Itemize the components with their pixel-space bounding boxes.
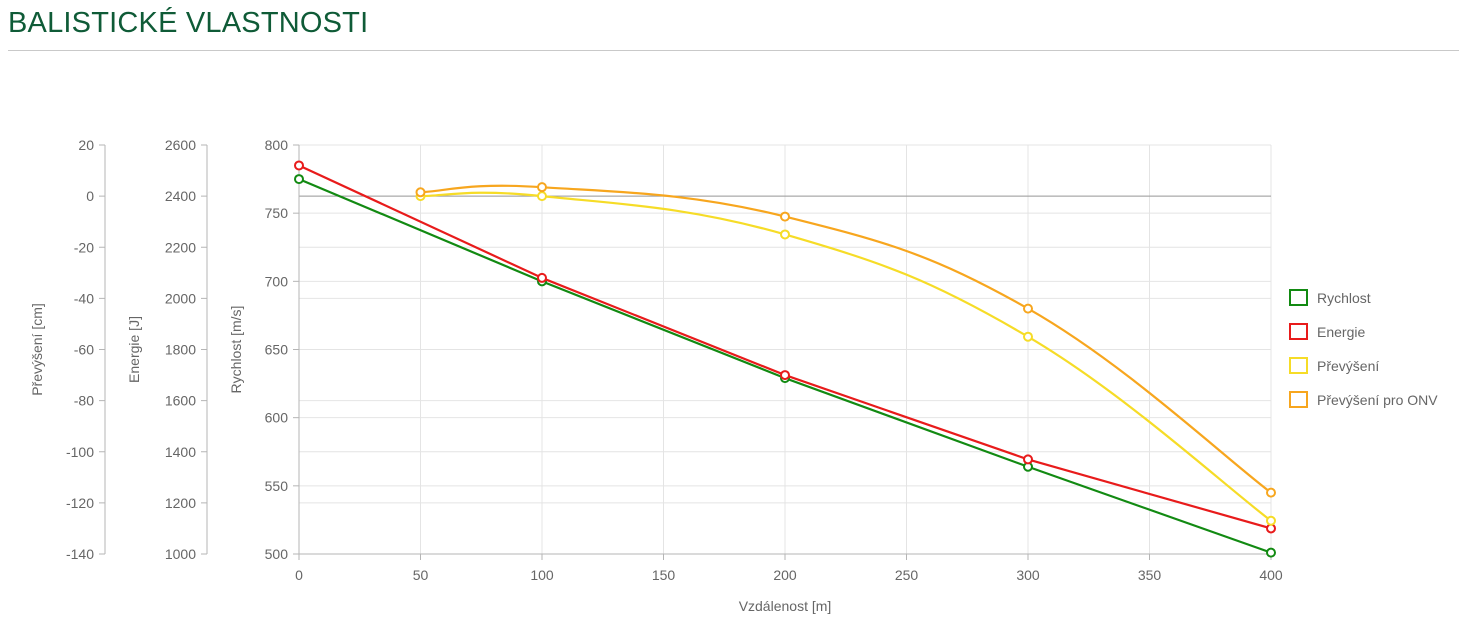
y-tick-label: 800 [265,137,289,153]
y-tick-label: 500 [265,546,289,562]
chart-grid [299,144,1272,554]
data-point-prevyseni-pro-onv [1266,487,1276,498]
y-tick-label: 0 [86,188,94,204]
page-title: BALISTICKÉ VLASTNOSTI [8,7,369,39]
data-point-prevyseni-pro-onv [1023,303,1033,314]
series-energie [294,160,1276,534]
legend-item-energie: Energie [1289,323,1365,340]
x-tick-label: 100 [530,567,554,583]
y-tick-label: 600 [265,410,289,426]
x-tick-label: 400 [1259,567,1283,583]
y-tick-label: 550 [265,478,289,494]
chart-legend: Rychlost Energie Převýšení Převýšení pro ON… [1289,289,1438,408]
data-point-rychlost [294,174,304,185]
y-axis-title: Rychlost [m/s] [228,306,244,394]
y-axis-title: Převýšení [cm] [29,303,45,396]
data-point-prevyseni-pro-onv [537,182,547,193]
y-tick-label: 750 [265,205,289,221]
data-point-energie [294,160,304,171]
y-axis-rychlost: 800 750 700 650 600 550 500 Rychlost [m/s] [228,137,300,562]
legend-label: Převýšení [1317,358,1379,374]
legend-swatch [1289,357,1308,374]
y-tick-label: 2400 [165,188,196,204]
data-point-energie [780,370,790,381]
legend-swatch [1289,323,1308,340]
y-tick-label: 1600 [165,393,196,409]
y-tick-label: -80 [74,393,94,409]
data-point-prevyseni-pro-onv [780,211,790,222]
legend-swatch [1289,391,1308,408]
y-tick-label: 1800 [165,342,196,358]
x-tick-label: 200 [773,567,797,583]
y-tick-label: 1000 [165,546,196,562]
legend-label: Energie [1317,324,1365,340]
x-tick-label: 350 [1138,567,1162,583]
series-prevyseni [415,191,1276,526]
data-point-energie [1023,454,1033,465]
y-tick-label: -60 [74,342,94,358]
chart-series [294,160,1276,558]
data-point-prevyseni [1023,331,1033,342]
legend-item-prevyseni-pro-onv: Převýšení pro ONV [1289,391,1438,408]
data-point-energie [537,272,547,283]
series-prevyseni-pro-onv [415,182,1276,498]
x-axis-title: Vzdálenost [m] [739,598,832,614]
data-point-prevyseni-pro-onv [415,187,426,198]
y-tick-label: 1200 [165,495,196,511]
x-tick-label: 150 [652,567,676,583]
y-tick-label: -40 [74,290,94,306]
y-axis-energie: 2600 2400 2200 2000 1800 1600 1400 1200 1000 Ener… [126,137,208,562]
data-point-prevyseni [780,229,790,240]
y-tick-label: -120 [66,495,94,511]
series-line-prevyseni-pro-onv [420,184,1272,494]
y-tick-label: 1400 [165,444,196,460]
y-tick-label: 20 [78,137,94,153]
y-tick-label: 2000 [165,290,196,306]
legend-swatch [1289,289,1308,306]
y-tick-label: -20 [74,239,94,255]
y-axis-title: Energie [J] [126,316,142,383]
series-line-prevyseni [420,191,1272,522]
x-tick-label: 300 [1016,567,1040,583]
y-tick-label: -140 [66,546,94,562]
header-divider [8,50,1459,51]
page-header: BALISTICKÉ VLASTNOSTI [0,0,1459,52]
legend-item-prevyseni: Převýšení [1289,357,1379,374]
data-point-prevyseni [537,191,547,202]
y-tick-label: 2600 [165,137,196,153]
y-axis-prevyseni: 20 0 -20 -40 -60 -80 -100 -120 -140 Převýšení [cm… [29,137,106,562]
y-tick-label: -100 [66,444,94,460]
y-tick-label: 700 [265,273,289,289]
x-tick-label: 250 [895,567,919,583]
legend-label: Převýšení pro ONV [1317,392,1438,408]
data-point-prevyseni [1266,515,1276,526]
x-tick-label: 0 [295,567,303,583]
y-tick-label: 2200 [165,239,196,255]
legend-item-rychlost: Rychlost [1289,289,1371,306]
data-point-rychlost [1266,547,1276,558]
x-tick-label: 50 [413,567,429,583]
legend-label: Rychlost [1317,290,1371,306]
y-tick-label: 650 [265,342,289,358]
